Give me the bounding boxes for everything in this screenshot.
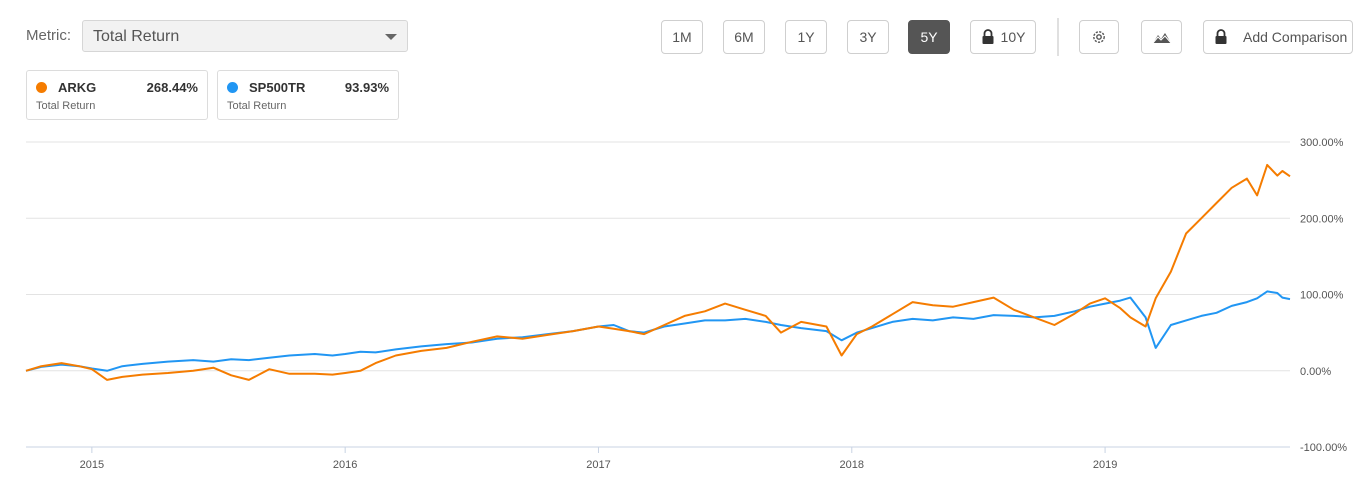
range-button-10y[interactable]: 10Y: [970, 20, 1036, 54]
y-tick-label: 300.00%: [1300, 137, 1344, 149]
y-tick-label: 0.00%: [1300, 366, 1331, 378]
y-tick-label: 200.00%: [1300, 213, 1344, 225]
range-button-1m[interactable]: 1M: [661, 20, 703, 54]
x-tick-label: 2019: [1093, 459, 1117, 471]
series-color-dot: [227, 82, 238, 93]
lock-icon: [982, 29, 994, 44]
add-comparison-label: Add Comparison: [1243, 29, 1348, 45]
legend-card-arkg[interactable]: ARKG 268.44% Total Return: [26, 70, 208, 120]
y-axis: 300.00% 200.00% 100.00% 0.00% -100.00%: [1300, 137, 1347, 454]
toolbar-divider: [1057, 18, 1059, 56]
metric-select-value: Total Return: [93, 28, 180, 45]
x-tick-label: 2018: [840, 459, 864, 471]
gear-icon: [1093, 31, 1105, 43]
series-metric: Total Return: [227, 100, 287, 112]
range-button-3y[interactable]: 3Y: [847, 20, 889, 54]
y-tick-label: -100.00%: [1300, 442, 1347, 454]
series-line-arkg: [25, 163, 1291, 381]
x-tick-label: 2016: [333, 459, 357, 471]
metric-select[interactable]: Total Return: [82, 20, 408, 52]
series-value: 93.93%: [344, 80, 389, 95]
range-button-5y[interactable]: 5Y: [908, 20, 950, 54]
legend-card-sp500tr[interactable]: SP500TR 93.93% Total Return: [217, 70, 399, 120]
range-label: 10Y: [1000, 29, 1026, 45]
series-metric: Total Return: [36, 100, 96, 112]
range-button-1y[interactable]: 1Y: [785, 20, 827, 54]
lock-icon: [1215, 29, 1227, 44]
series-name: SP500TR: [249, 80, 306, 95]
series-value: 268.44%: [146, 80, 198, 95]
series-name: ARKG: [58, 80, 97, 95]
x-tick-label: 2017: [586, 459, 610, 471]
series-color-dot: [36, 82, 47, 93]
add-comparison-button[interactable]: Add Comparison: [1203, 20, 1353, 54]
settings-button[interactable]: [1079, 20, 1119, 54]
range-label: 3Y: [859, 29, 877, 45]
range-button-6m[interactable]: 6M: [723, 20, 765, 54]
mountain-chart-icon: [1152, 33, 1171, 44]
y-tick-label: 100.00%: [1300, 290, 1344, 302]
range-label: 1Y: [797, 29, 815, 45]
metric-label: Metric:: [26, 27, 71, 44]
series-line-sp500tr: [25, 290, 1291, 372]
x-axis: 2015 2016 2017 2018 2019: [80, 447, 1117, 471]
range-label: 5Y: [920, 29, 938, 45]
line-chart: 300.00%200.00%100.00%0.00%-100.00% 2015 2…: [25, 137, 1347, 471]
chart-type-button[interactable]: [1141, 20, 1182, 54]
series-lines: [25, 163, 1291, 381]
range-label: 1M: [672, 29, 692, 45]
chevron-down-icon: [385, 34, 397, 40]
x-tick-label: 2015: [80, 459, 104, 471]
gridlines: [26, 141, 1290, 448]
range-label: 6M: [734, 29, 754, 45]
